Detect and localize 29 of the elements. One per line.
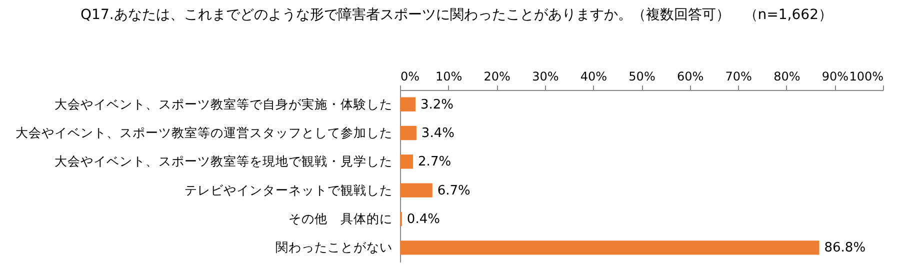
y-tick-label: テレビやインターネットで観戦した bbox=[184, 182, 392, 198]
data-label: 3.2% bbox=[420, 97, 454, 112]
y-tick-label: 関わったことがない bbox=[276, 240, 392, 255]
x-tick-label: 30% bbox=[532, 70, 559, 84]
x-tick-label: 10% bbox=[435, 70, 462, 84]
y-tick-label: 大会やイベント、スポーツ教室等で自身が実施・体験した bbox=[54, 96, 392, 112]
data-label: 3.4% bbox=[421, 126, 454, 141]
x-tick-label: 60% bbox=[676, 70, 704, 84]
bar bbox=[400, 183, 432, 198]
y-tick-label: 大会やイベント、スポーツ教室等の運営スタッフとして参加した bbox=[16, 125, 392, 140]
x-tick-label: 90% bbox=[822, 70, 849, 84]
bar bbox=[400, 126, 416, 140]
bar bbox=[400, 240, 820, 255]
x-tick-label: 100% bbox=[849, 70, 884, 84]
x-tick-label: 0% bbox=[400, 70, 420, 84]
x-tick-label: 80% bbox=[774, 70, 800, 84]
x-tick-label: 50% bbox=[628, 70, 656, 84]
x-tick-label: 40% bbox=[580, 70, 608, 84]
bar bbox=[400, 154, 414, 169]
y-tick-label: その他 具体的に bbox=[288, 211, 392, 226]
data-label: 0.4% bbox=[406, 212, 440, 227]
bar bbox=[400, 97, 416, 112]
data-label: 6.7% bbox=[437, 183, 470, 198]
x-tick-label: 70% bbox=[725, 70, 752, 84]
chart-title: Q17.あなたは、これまでどのような形で障害者スポーツに関わったことがありますか。（複数回答可） （n=1,662） bbox=[80, 6, 834, 24]
y-tick-label: 大会やイベント、スポーツ教室等を現地で観戦・見学した bbox=[54, 154, 392, 169]
x-tick-label: 20% bbox=[484, 70, 510, 84]
data-label: 86.8% bbox=[824, 240, 866, 256]
data-label: 2.7% bbox=[418, 154, 452, 170]
